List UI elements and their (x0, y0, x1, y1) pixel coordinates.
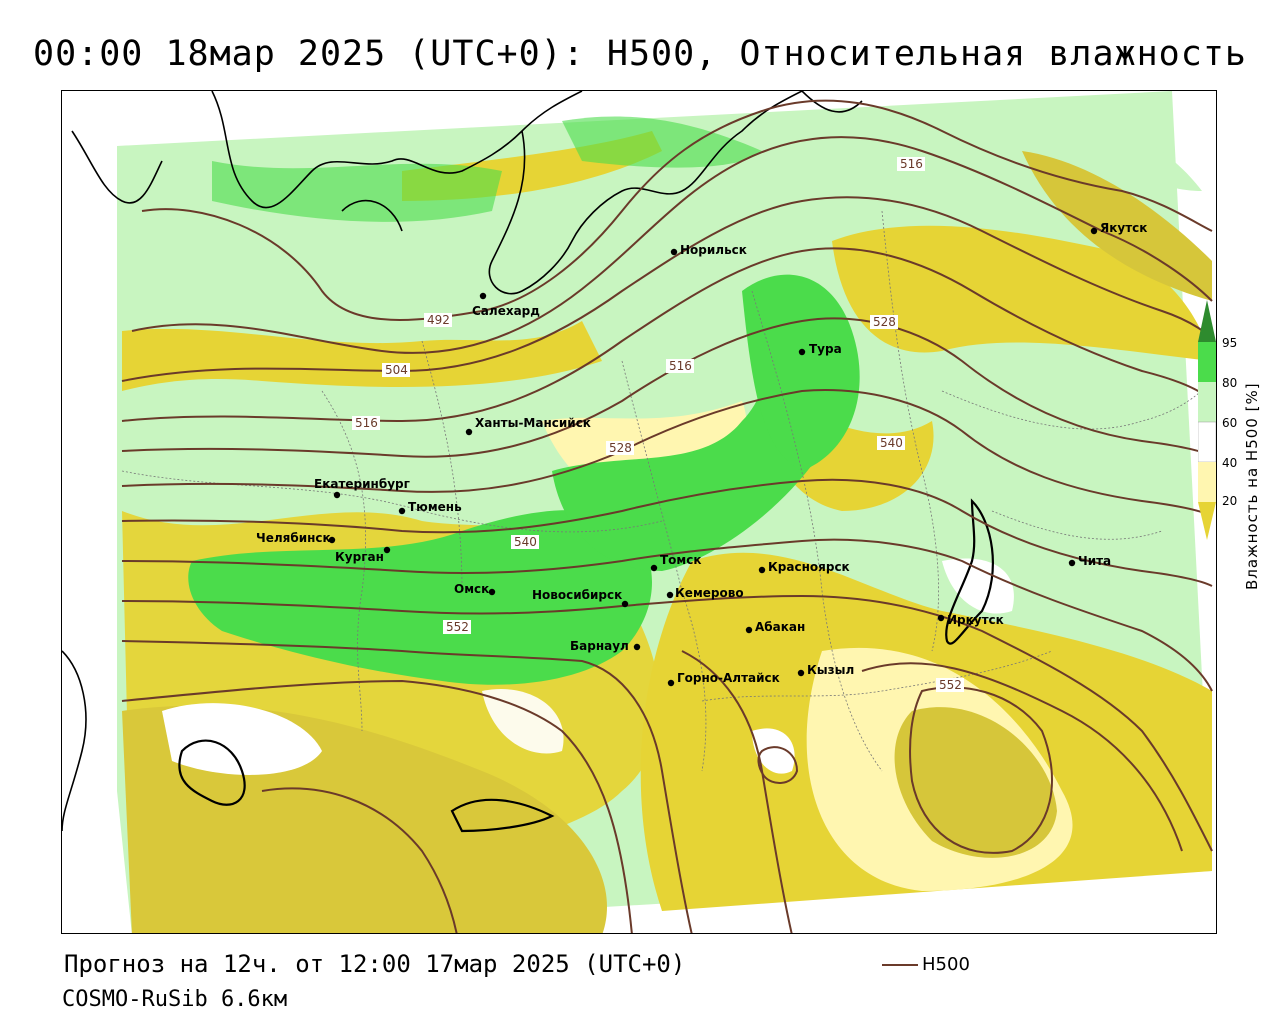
contour-label: 516 (355, 416, 378, 430)
coastlines (62, 91, 994, 833)
contour-label: 516 (669, 359, 692, 373)
colorbar-band-40 (1198, 421, 1216, 463)
city-label: Челябинск (256, 531, 331, 545)
contour-label: 504 (385, 363, 408, 377)
map-title: 00:00 18мар 2025 (UTC+0): H500, Относите… (33, 34, 1247, 74)
colorbar-tick: 95 (1222, 336, 1238, 350)
city-label: Якутск (1100, 221, 1147, 235)
contour-label: 528 (609, 441, 632, 455)
city-label: Тура (809, 342, 842, 356)
city-label: Кызыл (807, 663, 854, 677)
model-name: COSMO-RuSib 6.6км (62, 987, 288, 1012)
city-label: Барнаул (570, 639, 629, 653)
city-label: Кемерово (675, 586, 744, 600)
h500-legend-line (882, 964, 918, 966)
contour-label: 552 (446, 620, 469, 634)
city-label: Томск (660, 553, 702, 567)
h500-legend: H500 (882, 954, 970, 975)
weather-map: 492 504 516 516 516 528 528 540 540 552 … (61, 90, 1217, 934)
h500-contours (121, 99, 1213, 933)
contour-label-layer: 492 504 516 516 516 528 528 540 540 552 … (352, 157, 964, 692)
city-label: Курган (335, 550, 384, 564)
city-layer: Якутск Норильск Салехард Тура Ханты-Манс… (256, 221, 1147, 687)
colorbar-tick: 60 (1222, 416, 1238, 430)
forecast-info: Прогноз на 12ч. от 12:00 17мар 2025 (UTC… (64, 950, 686, 978)
city-label: Тюмень (408, 500, 462, 514)
city-label: Иркутск (947, 613, 1004, 627)
city-label: Новосибирск (532, 588, 622, 602)
city-label: Горно-Алтайск (677, 671, 780, 685)
colorbar-cap-low (1198, 502, 1216, 540)
city-label: Абакан (755, 620, 805, 634)
contour-label: 540 (880, 436, 903, 450)
city-label: Норильск (680, 243, 747, 257)
city-label: Салехард (472, 304, 540, 318)
humidity-colorbar (1198, 300, 1216, 540)
contour-label: 540 (514, 535, 537, 549)
colorbar-tick: 80 (1222, 376, 1238, 390)
contour-label: 528 (873, 315, 896, 329)
contour-label: 552 (939, 678, 962, 692)
contour-label: 516 (900, 157, 923, 171)
contour-label: 492 (427, 313, 450, 327)
city-label: Ханты-Мансийск (475, 416, 591, 430)
colorbar-band-60 (1198, 382, 1216, 422)
colorbar-band-20 (1198, 462, 1216, 502)
colorbar-title: Влажность на H500 [%] (1243, 382, 1261, 590)
city-label: Красноярск (768, 560, 850, 574)
city-label: Екатеринбург (314, 477, 410, 491)
colorbar-tick: 40 (1222, 456, 1238, 470)
colorbar-cap-95 (1198, 300, 1216, 342)
colorbar-band-80 (1198, 342, 1216, 382)
city-label: Омск (454, 582, 489, 596)
city-label: Чита (1078, 554, 1111, 568)
admin-boundaries (121, 210, 1213, 772)
colorbar-tick: 20 (1222, 494, 1238, 508)
h500-legend-label: H500 (922, 954, 970, 975)
